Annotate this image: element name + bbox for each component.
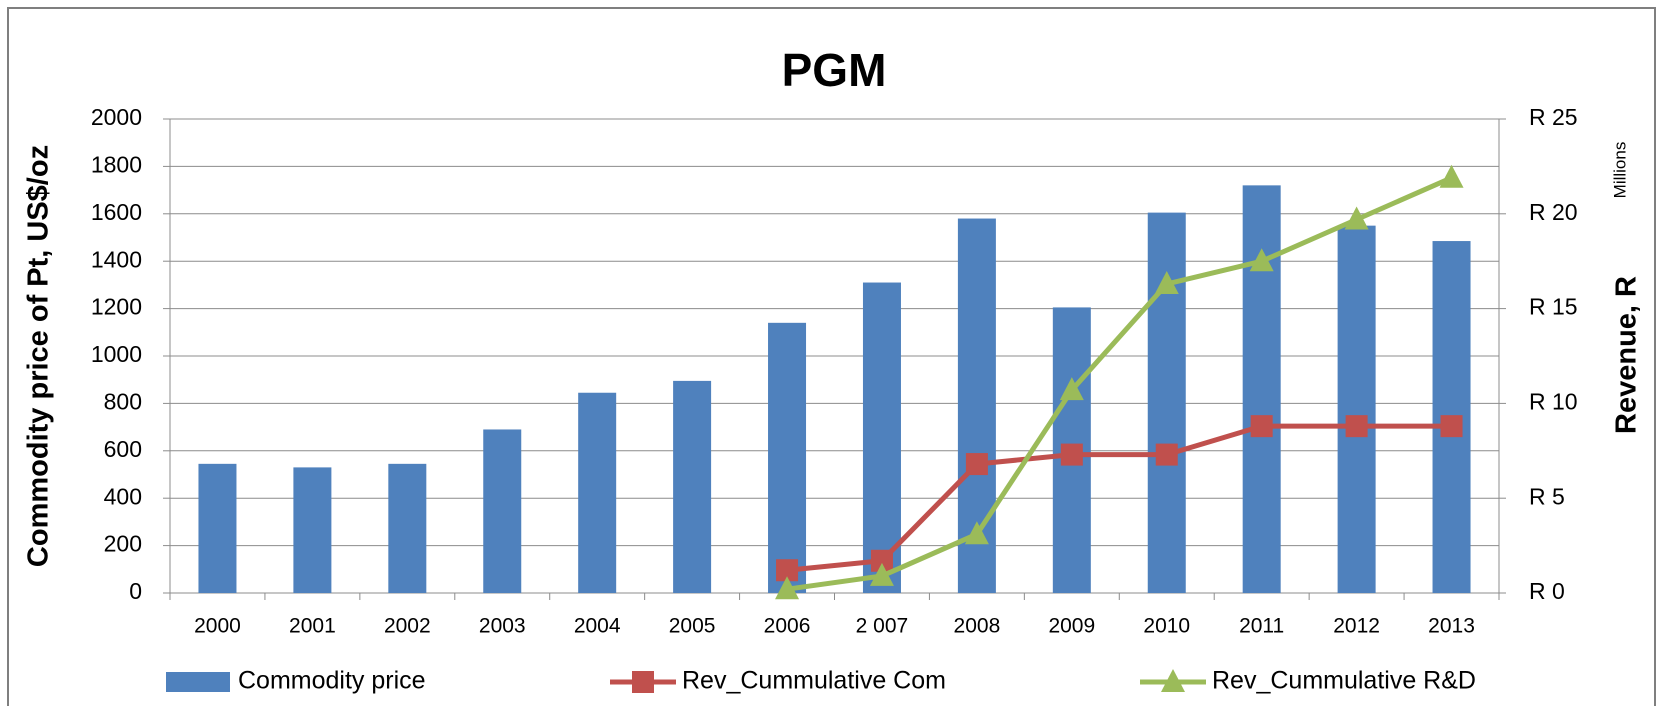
marker xyxy=(1250,415,1273,438)
legend-label: Rev_Cummulative Com xyxy=(682,667,946,695)
y-tick-label: 1600 xyxy=(91,199,142,225)
y2-tick-label: R 15 xyxy=(1529,294,1578,320)
x-tick-label: 2010 xyxy=(1143,615,1190,638)
marker xyxy=(1249,248,1274,272)
bar xyxy=(1337,225,1376,593)
marker xyxy=(1439,164,1464,188)
line xyxy=(786,423,1452,573)
y-tick-label: 1000 xyxy=(91,341,142,367)
x-tick-label: 2009 xyxy=(1048,615,1095,638)
y-tick-label: 200 xyxy=(104,531,142,557)
x-tick-label: 2013 xyxy=(1428,615,1475,638)
y-tick-label: 1200 xyxy=(91,294,142,320)
y-axis-label: Commodity price of Pt, US$/oz xyxy=(23,145,55,567)
x-tick-label: 2001 xyxy=(289,615,336,638)
marker xyxy=(1059,377,1084,401)
y2-axis-label: Revenue, R xyxy=(1611,276,1643,434)
y2-tick-label: R 0 xyxy=(1529,578,1565,604)
x-tick-label: 2005 xyxy=(669,615,716,638)
bar xyxy=(768,322,807,593)
marker xyxy=(869,562,894,586)
marker xyxy=(1060,443,1083,466)
bar xyxy=(388,463,427,593)
bar xyxy=(483,429,522,593)
y2-tick-label: R 20 xyxy=(1529,199,1578,225)
x-tick-label: 2004 xyxy=(574,615,621,638)
y-tick-label: 0 xyxy=(129,578,142,604)
marker xyxy=(870,549,893,572)
x-tick-label: 2 007 xyxy=(856,615,909,638)
y-tick-label: 800 xyxy=(104,388,142,414)
bar xyxy=(673,380,712,593)
y-tick-label: 1800 xyxy=(91,151,142,177)
bar xyxy=(293,467,332,593)
y2-tick-label: R 25 xyxy=(1529,104,1578,130)
bar xyxy=(862,282,901,593)
marker xyxy=(965,453,988,476)
chart-border xyxy=(7,7,1656,706)
bar xyxy=(198,463,237,593)
bar xyxy=(1147,212,1186,594)
x-tick-label: 2000 xyxy=(194,615,241,638)
x-tick-label: 2003 xyxy=(479,615,526,638)
marker xyxy=(1440,415,1463,438)
y2-tick-label: R 10 xyxy=(1529,388,1578,414)
y-tick-label: 600 xyxy=(104,436,142,462)
x-tick-label: 2011 xyxy=(1239,615,1284,638)
y2-tick-label: R 5 xyxy=(1529,483,1565,509)
y-tick-label: 400 xyxy=(104,483,142,509)
line xyxy=(786,175,1453,592)
x-tick-label: 2012 xyxy=(1333,615,1380,638)
marker xyxy=(632,671,654,693)
marker xyxy=(1161,669,1185,692)
legend-label: Commodity price xyxy=(238,667,426,695)
marker xyxy=(1155,443,1178,466)
y-tick-label: 2000 xyxy=(91,104,142,130)
marker xyxy=(1344,206,1369,230)
marker xyxy=(775,576,800,600)
x-tick-label: 2002 xyxy=(384,615,431,638)
marker xyxy=(964,521,989,545)
x-tick-label: 2008 xyxy=(954,615,1001,638)
bar xyxy=(578,392,617,593)
marker xyxy=(776,559,799,582)
legend-swatch xyxy=(166,672,230,692)
y2-unit: Millions xyxy=(1610,142,1629,199)
y-tick-label: 1400 xyxy=(91,246,142,272)
chart-title: PGM xyxy=(782,44,887,96)
marker xyxy=(1345,415,1368,438)
marker xyxy=(1154,270,1179,294)
bar xyxy=(1242,185,1281,594)
x-tick-label: 2006 xyxy=(764,615,811,638)
legend-label: Rev_Cummulative R&D xyxy=(1212,667,1476,695)
